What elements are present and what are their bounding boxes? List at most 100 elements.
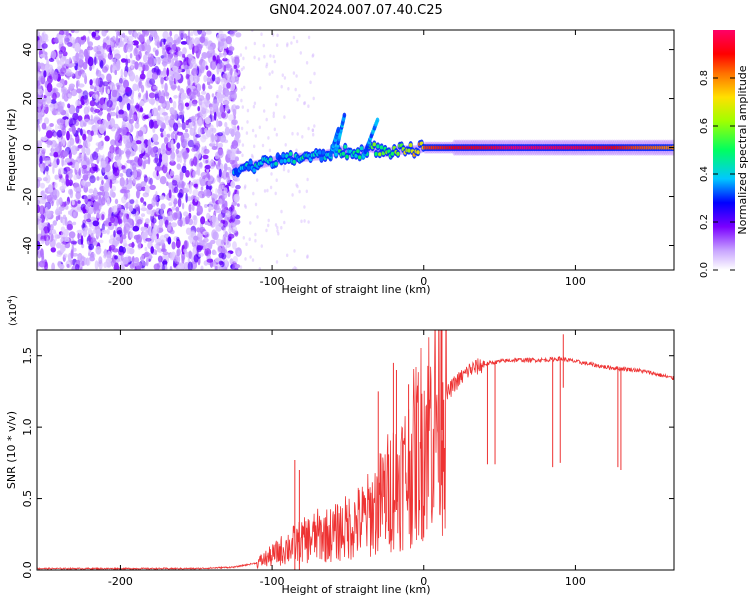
speckle-mark	[146, 52, 152, 58]
speckle-mark	[114, 53, 121, 60]
speckle-mark	[126, 142, 133, 147]
speckle-mark	[156, 170, 159, 177]
speckle-mark	[225, 36, 232, 45]
speckle-mark	[295, 148, 298, 153]
speckle-mark	[41, 122, 47, 130]
speckle-mark	[133, 257, 140, 267]
speckle-mark	[204, 231, 210, 238]
speckle-mark	[305, 61, 309, 65]
speckle-mark	[95, 77, 100, 87]
speckle-mark	[112, 101, 116, 109]
speckle-mark	[90, 216, 97, 222]
colorbar-ticks: 0.0 0.2 0.4 0.6 0.8	[699, 70, 735, 278]
speckle-mark	[153, 225, 160, 234]
speckle-mark	[160, 77, 164, 85]
speckle-mark	[37, 145, 40, 155]
speckle-mark	[251, 258, 255, 262]
speckle-mark	[204, 220, 209, 225]
speckle-mark	[76, 229, 84, 234]
speckle-mark	[194, 197, 198, 203]
speckle-mark	[41, 163, 46, 167]
speckle-mark	[205, 65, 209, 70]
speckle-mark	[241, 153, 244, 158]
speckle-mark	[233, 264, 241, 269]
speckle-mark	[71, 124, 76, 135]
speckle-mark	[169, 265, 173, 270]
speckle-mark	[224, 200, 228, 208]
speckle-mark	[68, 210, 71, 215]
speckle-mark	[149, 177, 153, 185]
speckle-mark	[118, 204, 122, 211]
speckle-mark	[68, 83, 75, 89]
ridge-core-mark	[341, 151, 346, 156]
speckle-mark	[38, 220, 43, 231]
speckle-mark	[161, 177, 166, 182]
speckle-mark	[177, 218, 183, 227]
speckle-mark	[94, 56, 97, 66]
speckle-mark	[156, 245, 160, 250]
speckle-mark	[122, 246, 126, 254]
speckle-mark	[129, 53, 133, 59]
speckle-mark	[85, 181, 91, 187]
speckle-mark	[214, 154, 220, 160]
speckle-mark	[269, 54, 272, 58]
speckle-mark	[86, 170, 91, 176]
speckle-mark	[65, 174, 69, 182]
speckle-mark	[267, 223, 270, 228]
speckle-mark	[169, 153, 175, 163]
speckle-mark	[59, 185, 65, 192]
speckle-mark	[292, 35, 296, 40]
speckle-mark	[274, 191, 277, 196]
speckle-mark	[103, 248, 108, 257]
speckle-mark	[262, 43, 265, 48]
speckle-mark	[136, 234, 142, 245]
speckle-mark	[67, 252, 72, 263]
speckle-mark	[41, 32, 45, 42]
speckle-mark	[158, 95, 165, 104]
speckle-mark	[65, 58, 70, 67]
speckle-mark	[274, 223, 278, 227]
speckle-mark	[177, 120, 180, 125]
speckle-mark	[197, 127, 203, 136]
speckle-mark	[215, 138, 219, 149]
speckle-mark	[80, 36, 85, 41]
speckle-mark	[178, 92, 181, 103]
speckle-mark	[118, 40, 125, 48]
speckle-mark	[143, 54, 148, 63]
y-tick-label: 0.0	[21, 561, 34, 579]
ridge-core-mark	[345, 154, 349, 159]
speckle-mark	[83, 194, 88, 204]
speckle-mark	[275, 178, 278, 182]
speckle-mark	[165, 76, 171, 81]
speckle-mark	[313, 124, 316, 128]
speckle-mark	[280, 84, 283, 89]
speckle-mark	[102, 81, 109, 87]
speckle-mark	[112, 248, 119, 253]
speckle-mark	[70, 248, 74, 259]
snr-y-scale-base: (x10	[8, 303, 19, 326]
speckle-mark	[77, 238, 83, 245]
speckle-mark	[54, 103, 58, 110]
speckle-mark	[183, 240, 188, 250]
speckle-mark	[218, 30, 224, 37]
speckle-mark	[96, 50, 102, 55]
speckle-mark	[242, 66, 245, 70]
speckle-mark	[166, 67, 169, 77]
speckle-mark	[184, 102, 190, 107]
speckle-mark	[78, 83, 85, 88]
speckle-mark	[239, 53, 243, 57]
speckle-mark	[223, 88, 229, 94]
speckle-mark	[212, 221, 217, 227]
speckle-mark	[138, 50, 142, 60]
speckle-mark	[148, 92, 156, 99]
speckle-mark	[77, 232, 80, 240]
speckle-mark	[312, 96, 315, 101]
speckle-mark	[161, 111, 168, 116]
speckle-mark	[106, 197, 111, 207]
speckle-mark	[109, 188, 114, 198]
speckle-mark	[160, 248, 167, 252]
speckle-mark	[221, 184, 225, 189]
x-tick-label: -100	[260, 575, 285, 588]
speckle-mark	[115, 33, 119, 44]
speckle-mark	[251, 128, 255, 133]
